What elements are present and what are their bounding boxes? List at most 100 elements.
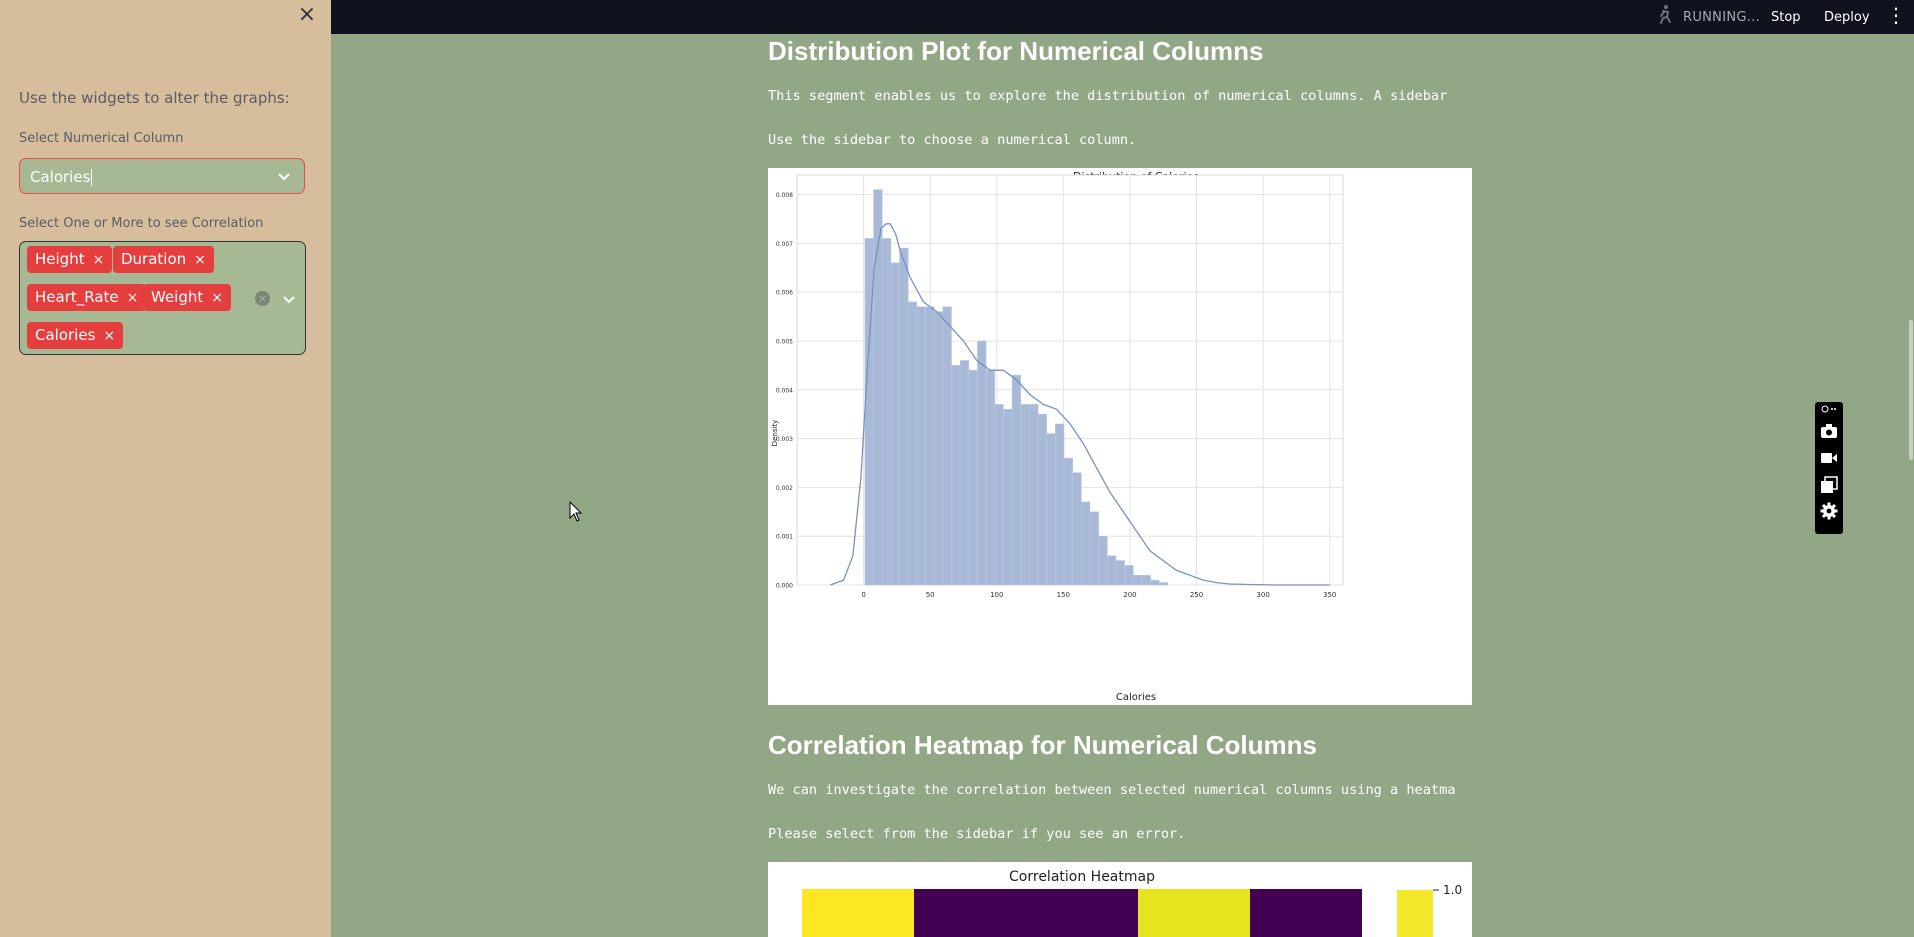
x-tick-label: 0 (861, 591, 865, 599)
heatmap-cell (1250, 889, 1362, 937)
histogram-bar (933, 311, 944, 586)
x-tick-label: 150 (1057, 591, 1070, 599)
histogram-bar (1158, 582, 1169, 586)
histogram-bar (1046, 433, 1056, 586)
distribution-hint: Use the sidebar to choose a numerical co… (768, 132, 1137, 148)
close-sidebar-icon[interactable]: × (297, 2, 317, 27)
y-tick-label: 0.002 (776, 485, 793, 492)
histogram-bar (1063, 457, 1073, 586)
layers-icon[interactable] (1820, 476, 1838, 494)
distribution-chart-svg: Distribution of Calories Calories Densit… (771, 170, 1344, 703)
histogram-bar (1089, 511, 1099, 586)
correlation-heatmap: Correlation Heatmap 1.0 (768, 862, 1472, 937)
distribution-description: This segment enables us to explore the d… (768, 88, 1448, 104)
heatmap-title: Correlation Heatmap (1009, 869, 1155, 885)
x-axis-label: Calories (1116, 692, 1156, 703)
histogram-bar (1003, 408, 1013, 586)
histogram-bar (1037, 413, 1047, 586)
distribution-plot: Distribution of Calories Calories Densit… (768, 168, 1472, 705)
y-tick-label: 0.003 (776, 436, 793, 443)
y-tick-label: 0.004 (776, 387, 793, 394)
histogram-bar (951, 365, 961, 586)
histogram-bar (1011, 374, 1022, 586)
remove-tag-icon[interactable]: × (103, 328, 116, 344)
correlation-hint: Please select from the sidebar if you se… (768, 826, 1186, 842)
heatmap-svg: Correlation Heatmap 1.0 (802, 869, 1462, 937)
histogram-bar (959, 360, 970, 586)
histogram-bar (977, 340, 987, 586)
x-tick-label: 100 (990, 591, 1003, 599)
camera-icon[interactable] (1820, 422, 1838, 440)
remove-tag-icon[interactable]: × (194, 252, 206, 268)
x-tick-label: 250 (1190, 591, 1203, 599)
main-menu-icon[interactable]: ⋮ (1886, 3, 1906, 27)
x-tick-label: 300 (1256, 591, 1269, 599)
clear-all-icon[interactable]: × (255, 291, 270, 306)
histogram-bar (899, 247, 909, 586)
tag-calories: Calories × (27, 322, 124, 349)
histogram-bar (1081, 501, 1091, 586)
remove-tag-icon[interactable]: × (126, 290, 139, 306)
remove-tag-icon[interactable]: × (211, 290, 223, 306)
chevron-down-icon[interactable] (276, 168, 292, 184)
y-tick-label: 0.000 (776, 583, 793, 590)
sidebar-caption: Use the widgets to alter the graphs: (19, 89, 290, 107)
status-text: RUNNING... (1683, 10, 1761, 25)
deploy-button[interactable]: Deploy (1824, 10, 1870, 25)
histogram-bar (1029, 404, 1039, 586)
histogram-bar (916, 306, 926, 586)
x-tick-label: 350 (1323, 591, 1336, 599)
histogram-bar (1106, 555, 1117, 586)
video-icon[interactable] (1820, 449, 1838, 467)
histogram-bar (1072, 472, 1082, 586)
page-scrollbar[interactable] (1909, 320, 1913, 460)
y-tick-label: 0.005 (776, 338, 793, 345)
remove-tag-icon[interactable]: × (92, 252, 105, 268)
chevron-down-icon[interactable] (281, 291, 297, 307)
histogram-bar (1115, 560, 1125, 586)
kde-curve (830, 223, 1330, 586)
pin-icon[interactable] (1820, 404, 1838, 414)
tag-heart-rate: Heart_Rate × (27, 284, 147, 311)
multi-select-label: Select One or More to see Correlation (19, 216, 264, 231)
correlation-description: We can investigate the correlation betwe… (768, 782, 1456, 798)
screen-capture-toolbar (1815, 402, 1843, 534)
y-axis-label: Density (771, 420, 779, 447)
histogram-bar (907, 301, 918, 586)
colorbar-tick-label: 1.0 (1443, 883, 1462, 897)
histogram-bar (1141, 574, 1151, 586)
histogram-bar (1132, 574, 1143, 586)
y-tick-label: 0.008 (776, 192, 793, 199)
histogram-bar (942, 306, 952, 586)
histogram-bar (968, 369, 978, 586)
histogram-bar (1098, 535, 1108, 586)
x-tick-label: 50 (926, 591, 935, 599)
numeric-select-label: Select Numerical Column (19, 131, 184, 146)
histogram-bar (1150, 579, 1160, 586)
heatmap-cell (802, 889, 914, 937)
correlation-multiselect[interactable]: Height × Duration × Heart_Rate × Weight × Ca… (19, 241, 306, 355)
top-toolbar: RUNNING... Stop Deploy ⋮ (331, 0, 1914, 34)
histogram-bar (994, 404, 1004, 586)
tag-duration: Duration × (113, 246, 214, 273)
correlation-heading: Correlation Heatmap for Numerical Column… (768, 730, 1317, 760)
histogram-bar (881, 238, 892, 586)
histogram-bar (985, 369, 996, 586)
distribution-heading: Distribution Plot for Numerical Columns (768, 36, 1264, 66)
histogram-bar (1020, 404, 1030, 586)
sidebar: × Use the widgets to alter the graphs: S… (0, 0, 331, 937)
numeric-column-select[interactable]: Calories (19, 158, 305, 194)
mouse-pointer-icon (569, 501, 583, 522)
histogram-bar (925, 306, 935, 586)
heatmap-cell (1026, 889, 1138, 937)
heatmap-colorbar (1397, 890, 1433, 937)
heatmap-cell (1138, 889, 1250, 937)
gear-icon[interactable] (1820, 502, 1838, 520)
histogram-bar (1055, 423, 1065, 586)
tag-weight: Weight × (143, 284, 231, 311)
running-man-icon (1660, 5, 1671, 24)
y-tick-label: 0.007 (776, 241, 793, 248)
y-tick-label: 0.001 (776, 534, 793, 541)
histogram-bar (1124, 565, 1134, 586)
stop-button[interactable]: Stop (1771, 10, 1801, 25)
